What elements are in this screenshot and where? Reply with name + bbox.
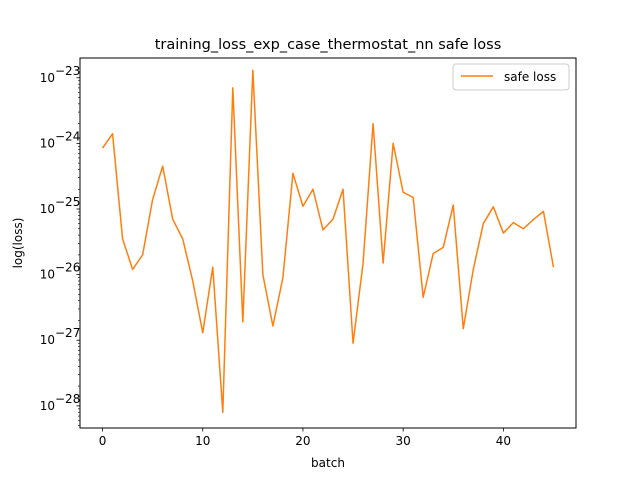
y-tick-label: 10 [40,136,55,150]
legend: safe loss [452,63,570,91]
y-tick-label: 10 [40,202,55,216]
y-tick-base: 10 [40,202,55,216]
x-axis-ticks: 0 10 20 30 40 [99,428,511,448]
y-tick-base: 10 [40,333,55,347]
y-tick-exponent: −25 [55,195,80,209]
y-tick-label: 10 [40,333,55,347]
y-tick-label: 10 [40,71,55,85]
y-tick-base: 10 [40,399,55,413]
plot-frame [79,57,577,429]
legend-label: safe loss [504,70,556,84]
x-tick-label: 10 [195,434,210,448]
legend-box [452,63,570,91]
x-tick-label: 30 [396,434,411,448]
y-tick-exponent: −24 [55,129,80,143]
y-tick-exponent: −26 [55,261,80,275]
series-line-1 [101,69,555,413]
y-tick-base: 10 [40,136,55,150]
y-tick-base: 10 [40,71,55,85]
series-layer [101,69,555,413]
y-tick-label: 10 [40,268,55,282]
x-tick-label: 40 [496,434,511,448]
chart-title: training_loss_exp_case_thermostat_nn saf… [155,37,502,53]
y-tick-base: 10 [40,268,55,282]
plot-area [80,58,576,428]
y-tick-exponent: −28 [55,392,80,406]
x-axis-label: batch [311,456,345,470]
y-tick-label: 10 [40,399,55,413]
y-tick-exponent: −23 [55,64,80,78]
y-axis-label: log(loss) [11,218,25,269]
y-tick-exponent: −27 [55,326,80,340]
x-tick-label: 0 [99,434,107,448]
x-tick-label: 20 [295,434,310,448]
